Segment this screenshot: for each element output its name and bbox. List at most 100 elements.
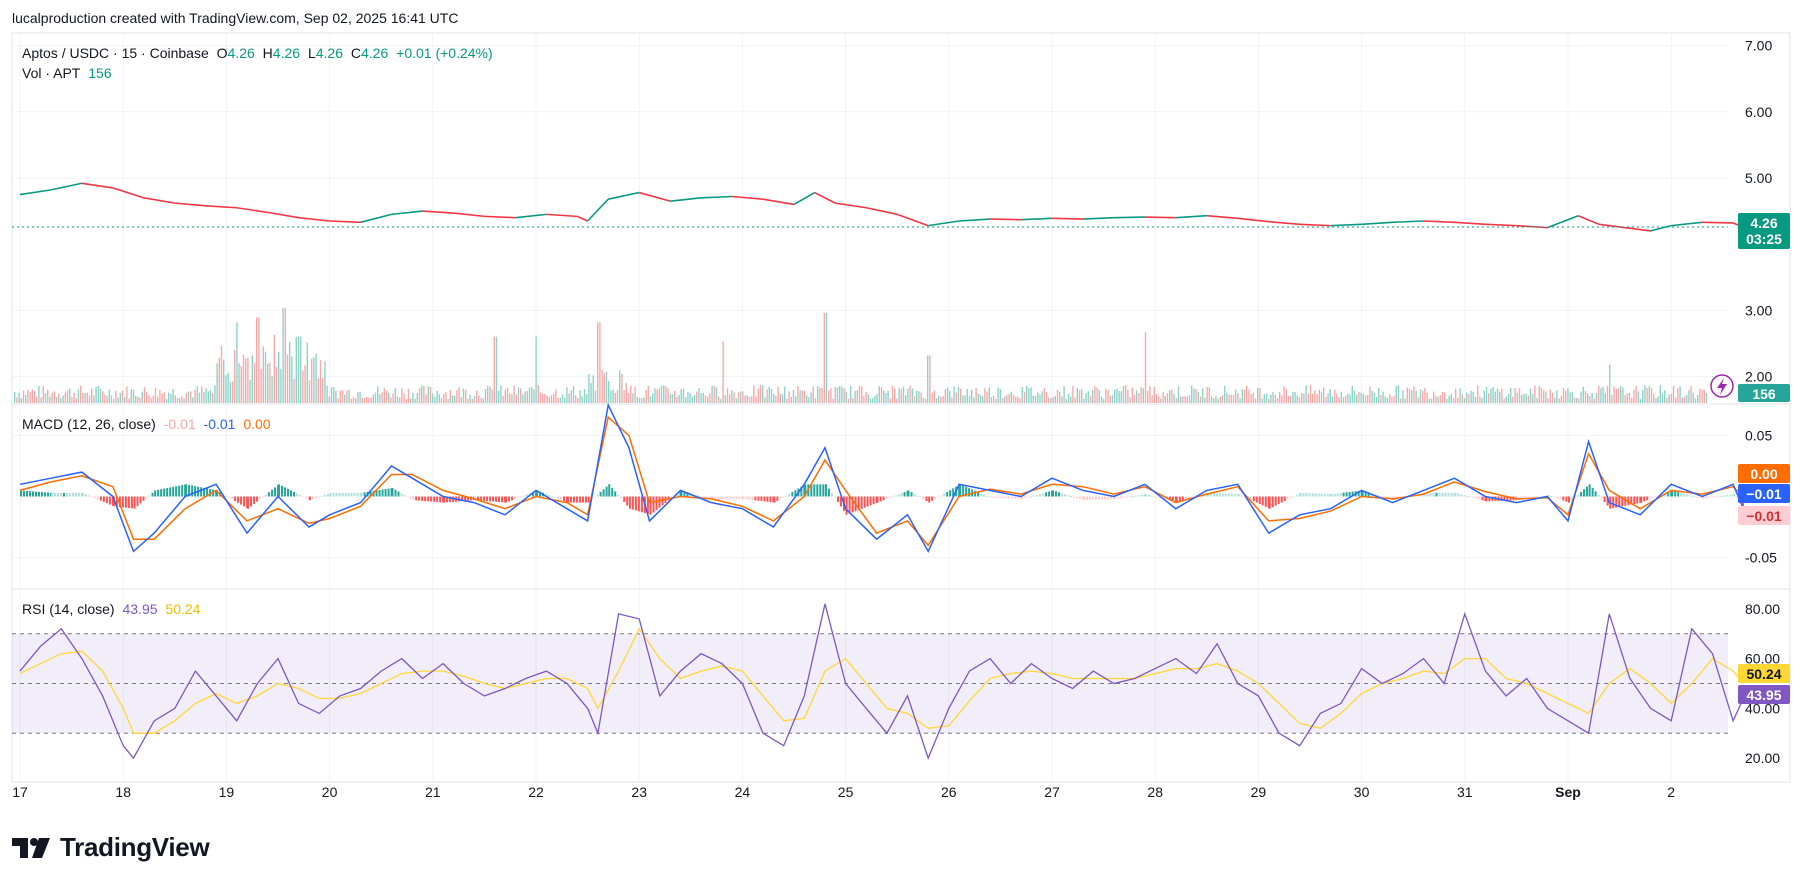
macd-histogram-bar bbox=[990, 496, 993, 498]
macd-histogram-bar bbox=[1621, 496, 1624, 507]
rsi-value: 43.95 bbox=[122, 601, 158, 617]
volume-bar bbox=[955, 392, 957, 403]
macd-histogram-bar bbox=[1048, 491, 1051, 497]
macd-histogram-bar bbox=[1435, 492, 1438, 497]
chart-frame bbox=[11, 32, 1791, 783]
volume-bar bbox=[352, 397, 355, 403]
volume-bar bbox=[121, 390, 124, 403]
volume-bar bbox=[814, 398, 817, 403]
volume-bar bbox=[1221, 395, 1224, 403]
symbol-label[interactable]: Aptos / USDC · 15 · Coinbase bbox=[22, 45, 209, 61]
rsi-title[interactable]: RSI (14, close) bbox=[22, 601, 115, 617]
rsi-badge-text: 43.95 bbox=[1746, 687, 1781, 703]
volume-bar bbox=[1602, 386, 1604, 403]
volume-bar bbox=[636, 396, 638, 403]
volume-bar bbox=[1019, 398, 1021, 403]
volume-bar bbox=[1611, 394, 1613, 403]
volume-bar bbox=[817, 386, 819, 403]
macd-histogram-bar bbox=[29, 491, 31, 497]
volume-bar bbox=[403, 393, 405, 403]
volume-bar bbox=[762, 385, 764, 403]
macd-histogram-bar bbox=[237, 496, 240, 503]
volume-bar bbox=[1538, 385, 1540, 403]
volume-bar bbox=[203, 392, 205, 403]
macd-histogram-bar bbox=[1190, 496, 1193, 498]
volume-bar bbox=[863, 395, 865, 403]
macd-histogram-bar bbox=[661, 496, 664, 506]
tradingview-logo[interactable]: TradingView bbox=[12, 832, 210, 863]
volume-bar bbox=[229, 381, 231, 403]
volume-bar bbox=[174, 395, 176, 403]
volume-bar bbox=[590, 383, 592, 403]
volume-bar bbox=[126, 386, 128, 403]
price-segment bbox=[546, 213, 578, 218]
price-segment bbox=[1082, 216, 1114, 220]
price-segment bbox=[267, 211, 299, 219]
volume-bar bbox=[1334, 389, 1336, 403]
volume-bar bbox=[957, 387, 960, 403]
macd-histogram-bar bbox=[1698, 496, 1701, 498]
macd-histogram-bar bbox=[1472, 496, 1475, 498]
macd-histogram-bar bbox=[822, 484, 825, 497]
volume-bar bbox=[1078, 390, 1081, 403]
macd-histogram-bar bbox=[1444, 492, 1447, 497]
macd-histogram-bar bbox=[785, 495, 788, 497]
volume-bar bbox=[152, 395, 154, 403]
volume-bar bbox=[141, 391, 143, 403]
volume-bar bbox=[1481, 398, 1483, 403]
volume-bar bbox=[458, 387, 460, 403]
volume-bar bbox=[997, 387, 999, 403]
volume-bar bbox=[1323, 387, 1325, 403]
volume-bar bbox=[1096, 387, 1098, 403]
rsi-ma-badge-text: 50.24 bbox=[1746, 666, 1781, 682]
macd-histogram-bar bbox=[738, 496, 741, 500]
volume-bar bbox=[148, 395, 150, 403]
volume-bar bbox=[1635, 385, 1637, 403]
volume-bar bbox=[720, 398, 722, 403]
macd-histogram-bar bbox=[1088, 496, 1091, 500]
volume-bar bbox=[491, 389, 493, 403]
macd-histogram-bar bbox=[38, 491, 40, 497]
volume-bar bbox=[379, 393, 381, 403]
volume-bar bbox=[60, 397, 62, 403]
macd-histogram-bar bbox=[99, 496, 102, 501]
macd-histogram-bar bbox=[1667, 491, 1670, 497]
macd-histogram-bar bbox=[353, 492, 356, 497]
macd-histogram-bar bbox=[526, 494, 529, 497]
volume-bar bbox=[1296, 395, 1298, 403]
volume-bar bbox=[759, 385, 762, 403]
macd-histogram-bar bbox=[813, 484, 816, 497]
close-value: 4.26 bbox=[361, 45, 389, 61]
volume-bar bbox=[1642, 389, 1644, 403]
volume-bar bbox=[896, 398, 898, 403]
macd-histogram-bar bbox=[1215, 493, 1218, 497]
volume-bar bbox=[924, 398, 927, 403]
price-tick-label: 2.00 bbox=[1745, 369, 1772, 385]
volume-bar bbox=[247, 357, 249, 403]
volume-bar bbox=[825, 312, 828, 403]
volume-bar bbox=[264, 351, 267, 403]
volume-bar bbox=[1052, 397, 1054, 403]
volume-bar bbox=[1424, 387, 1426, 403]
macd-histogram-bar bbox=[1295, 494, 1298, 497]
macd-signal-line bbox=[19, 415, 1744, 547]
volume-bar bbox=[1054, 396, 1056, 403]
macd-histogram-bar bbox=[191, 485, 194, 497]
macd-histogram-bar bbox=[1017, 496, 1020, 499]
volume-bar bbox=[542, 393, 544, 403]
x-tick-label: 21 bbox=[425, 784, 441, 800]
macd-title[interactable]: MACD (12, 26, close) bbox=[22, 416, 156, 432]
macd-signal-badge-bg bbox=[1738, 464, 1790, 483]
price-segment bbox=[143, 197, 175, 204]
volume-bar bbox=[1314, 390, 1316, 403]
volume-bar bbox=[1173, 394, 1175, 403]
volume-bar bbox=[1272, 391, 1274, 403]
volume-label[interactable]: Vol · APT bbox=[22, 65, 81, 81]
macd-histogram-bar bbox=[587, 496, 590, 503]
volume-bar bbox=[781, 394, 784, 403]
volume-bar bbox=[856, 390, 858, 403]
volume-bar bbox=[550, 395, 553, 403]
volume-bar bbox=[1668, 394, 1670, 403]
volume-bar bbox=[1276, 398, 1279, 403]
